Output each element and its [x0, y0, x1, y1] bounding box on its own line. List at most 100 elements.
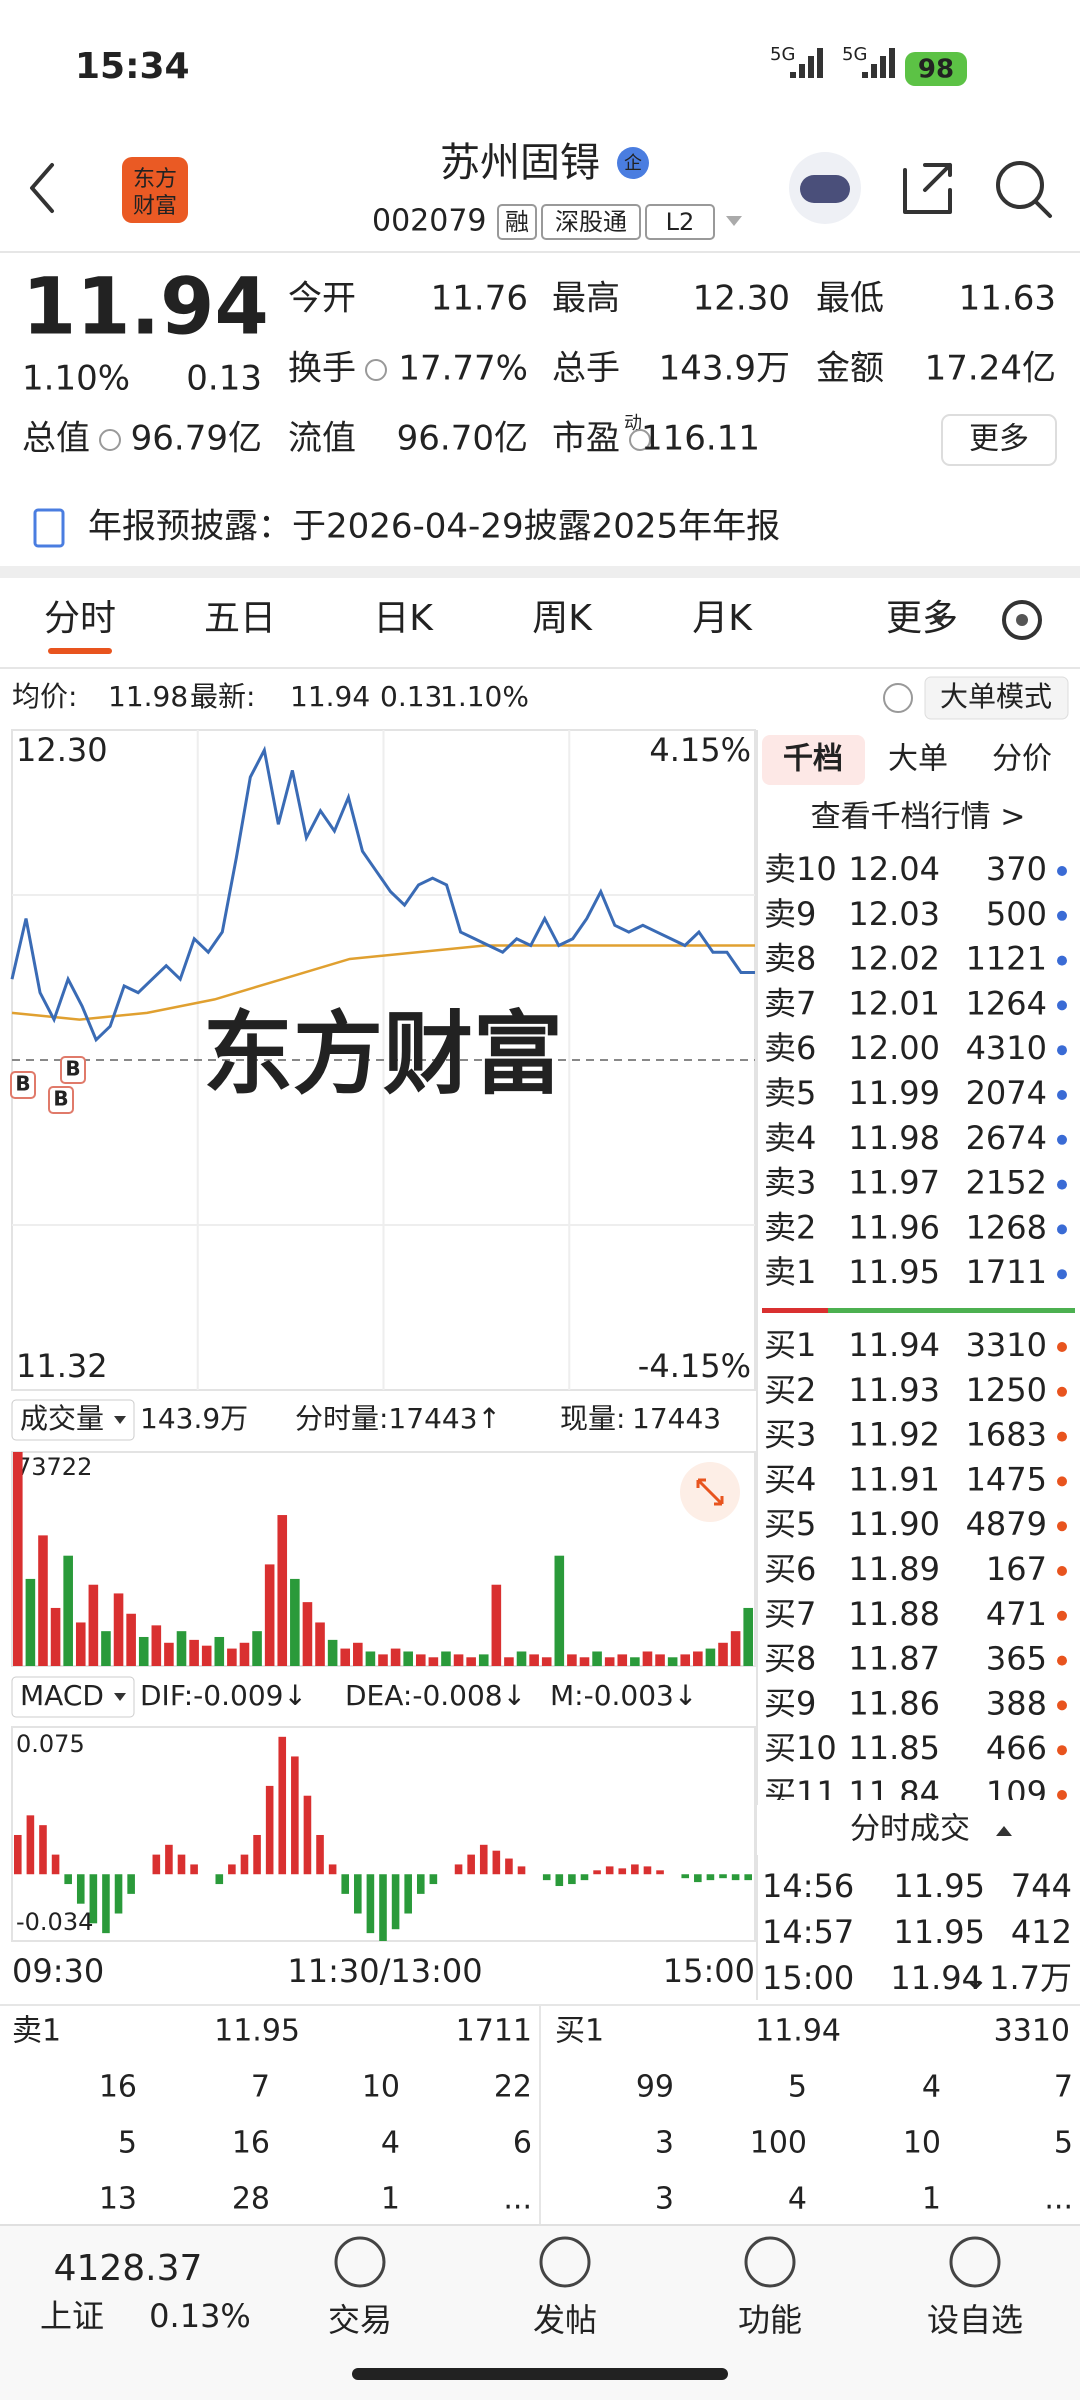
- ob-dot: [1057, 1790, 1067, 1800]
- volume-bar: [113, 1593, 124, 1666]
- macd-bar: [568, 1874, 576, 1885]
- volume-bar: [541, 1657, 552, 1666]
- selector-arrow: [114, 1416, 126, 1424]
- nav-icon[interactable]: [334, 2236, 386, 2288]
- volume-bar: [667, 1657, 678, 1666]
- nav-icon[interactable]: [949, 2236, 1001, 2288]
- volume-bar: [466, 1657, 476, 1666]
- dropdown-arrow[interactable]: [726, 216, 742, 226]
- nav-label[interactable]: 交易: [328, 2301, 392, 2339]
- ob-dot: [1057, 910, 1067, 921]
- badge: [617, 147, 649, 179]
- ob-cell: 卖5: [764, 1074, 816, 1112]
- volume-bar: [403, 1651, 413, 1666]
- badge-text: 企: [624, 153, 642, 174]
- nav-label[interactable]: 设自选: [927, 2301, 1023, 2339]
- m-value: M:-0.003↓: [550, 1679, 697, 1712]
- y-tick-label: 12.30: [16, 731, 108, 769]
- ob-cell: 500: [986, 895, 1047, 933]
- macd-bar: [39, 1825, 47, 1875]
- ob-dot: [1057, 1386, 1067, 1397]
- volume-selector[interactable]: [11, 1399, 135, 1441]
- ob-dot: [1057, 955, 1067, 966]
- macd-bar: [404, 1874, 412, 1914]
- change: 0.13: [186, 359, 262, 399]
- ob-cell: 11.94: [848, 1326, 940, 1364]
- trade-marker-text: B: [53, 1087, 68, 1111]
- share-button[interactable]: [903, 163, 952, 214]
- ob-dot: [1057, 1610, 1067, 1621]
- nav-label[interactable]: 功能: [738, 2301, 802, 2339]
- tab-underline: [48, 648, 112, 654]
- volume-bar: [491, 1584, 502, 1666]
- volume-minute: 分时量:17443↑: [295, 1402, 501, 1435]
- volume-bar: [730, 1631, 741, 1666]
- macd-bar: [517, 1866, 526, 1875]
- volume-max-label: 73722: [16, 1453, 92, 1481]
- ob-cell: 11.93: [848, 1371, 940, 1409]
- stat-value: 17.24亿: [925, 349, 1056, 389]
- signal-bar: [862, 72, 868, 78]
- help-icon[interactable]: [883, 683, 913, 713]
- tag: L2: [666, 208, 695, 236]
- search-button[interactable]: [996, 161, 1044, 209]
- ob-cell: 12.00: [848, 1029, 940, 1067]
- ob-tab: 分价: [992, 742, 1052, 777]
- nav-icon[interactable]: [539, 2236, 591, 2288]
- ob-dot: [1057, 1476, 1067, 1487]
- volume-bar: [415, 1654, 426, 1666]
- volume-bar: [378, 1654, 388, 1666]
- settings-button[interactable]: [1002, 600, 1042, 640]
- ob-cell: 11.85: [848, 1729, 940, 1767]
- tick-cell: ...: [1044, 2182, 1073, 2217]
- tag-box: [541, 204, 641, 240]
- tick-price: 11.95: [214, 2014, 300, 2049]
- ob-cell: 买10: [764, 1729, 837, 1767]
- macd-bar: [316, 1834, 324, 1875]
- volume-bar: [592, 1651, 602, 1666]
- volume-label: 成交量: [20, 1402, 104, 1435]
- macd-bar: [177, 1854, 186, 1875]
- ob-cell: 1268: [966, 1208, 1047, 1246]
- nav-label[interactable]: 发帖: [533, 2301, 597, 2339]
- volume-bar: [315, 1622, 325, 1666]
- tick-cell: 10: [362, 2070, 400, 2105]
- macd-bar: [354, 1874, 362, 1914]
- macd-selector[interactable]: [11, 1676, 135, 1718]
- battery-level: 98: [918, 55, 954, 85]
- stat-value: 17.77%: [398, 349, 528, 389]
- tick-cell: 3: [655, 2182, 674, 2217]
- logo[interactable]: [122, 157, 188, 223]
- mode-button[interactable]: [924, 676, 1069, 720]
- more-button[interactable]: [941, 414, 1057, 466]
- macd-bar: [605, 1866, 614, 1875]
- volume-frame: [11, 1451, 756, 1667]
- volume-bar: [743, 1607, 753, 1666]
- volume-bar: [25, 1578, 36, 1666]
- volume-bar: [617, 1654, 628, 1666]
- stat-label: 最高: [552, 279, 620, 319]
- tick-cell: 99: [636, 2070, 674, 2105]
- pct-label: -4.15%: [638, 1347, 751, 1385]
- avatar-face: [800, 175, 850, 203]
- volume-bar: [478, 1654, 489, 1666]
- tab: 日K: [373, 598, 434, 639]
- stat-label: 最低: [816, 279, 884, 319]
- volume-now-label: 现量:: [560, 1402, 625, 1435]
- macd-bar: [114, 1874, 123, 1914]
- tick-cell: 7: [1054, 2070, 1073, 2105]
- macd-bar: [631, 1864, 639, 1875]
- trade-volume: 744: [1011, 1867, 1072, 1905]
- trade-marker: [48, 1086, 74, 1114]
- back-button[interactable]: [30, 163, 54, 213]
- volume-bar: [138, 1636, 149, 1666]
- volume-bar: [604, 1657, 615, 1666]
- volume-bar: [705, 1648, 716, 1666]
- trade-marker: [60, 1056, 86, 1084]
- last-label: 最新:: [190, 680, 255, 713]
- tick-cell: 4: [922, 2070, 941, 2105]
- nav-icon[interactable]: [744, 2236, 796, 2288]
- ob-cell: 11.98: [848, 1119, 940, 1157]
- expand-icon: [696, 1478, 724, 1506]
- signal-bar: [790, 72, 796, 78]
